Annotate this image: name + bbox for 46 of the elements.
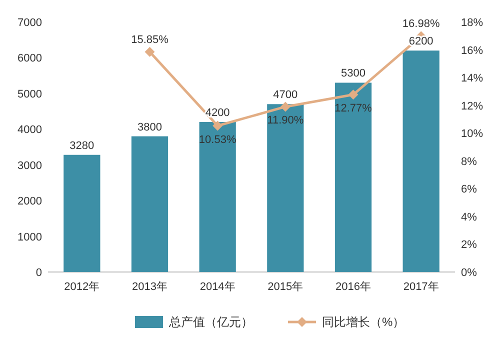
y-tick-label: 0 <box>36 267 42 279</box>
data-label: 10.53% <box>198 134 236 146</box>
y2-tick-label: 6% <box>461 184 478 196</box>
point <box>144 46 155 57</box>
x-tick-label: 2012年 <box>64 281 100 293</box>
data-label: 4700 <box>273 89 298 102</box>
point <box>280 102 290 112</box>
y2-tick-label: 0% <box>461 267 478 279</box>
bar <box>64 154 100 272</box>
x-tick-label: 2014年 <box>200 281 236 293</box>
y2-tick-label: 4% <box>461 211 478 224</box>
y2-tick-label: 10% <box>461 128 484 140</box>
y2-tick-label: 18% <box>461 17 484 29</box>
y2-tick-label: 12% <box>461 100 484 112</box>
data-label: 4200 <box>205 107 230 119</box>
x-tick-label: 2017年 <box>403 281 439 293</box>
bar <box>334 82 372 272</box>
y-tick-label: 7000 <box>18 17 42 29</box>
y-tick-label: 5000 <box>18 88 42 100</box>
point <box>348 90 358 100</box>
bar <box>131 136 168 272</box>
x-tick-label: 2013年 <box>132 281 168 293</box>
y-tick-label: 3000 <box>18 160 42 172</box>
data-label: 15.85% <box>131 34 169 46</box>
y2-tick-label: 14% <box>461 72 484 85</box>
bar <box>199 122 236 272</box>
y-tick-label: 2000 <box>18 196 42 208</box>
data-label: 11.90% <box>267 114 304 127</box>
point <box>212 120 223 131</box>
y2-tick-label: 8% <box>461 156 478 168</box>
y2-tick-label: 2% <box>461 239 478 252</box>
y-tick-label: 6000 <box>18 52 42 65</box>
y2-tick-label: 16% <box>461 44 484 57</box>
data-label: 3800 <box>138 121 162 134</box>
x-tick-label: 2015年 <box>268 281 304 293</box>
data-label: 5300 <box>341 68 366 80</box>
data-label: 3280 <box>70 140 94 152</box>
data-label: 16.98% <box>402 18 440 30</box>
legend-label: 总产值（亿元） <box>168 315 253 329</box>
bar <box>267 104 304 272</box>
data-label: 12.77% <box>334 102 372 115</box>
y-tick-label: 1000 <box>18 231 42 244</box>
bar <box>402 50 440 272</box>
legend-label: 同比增长（%） <box>322 315 405 329</box>
y-tick-label: 4000 <box>18 124 42 136</box>
x-tick-label: 2016年 <box>336 281 371 293</box>
